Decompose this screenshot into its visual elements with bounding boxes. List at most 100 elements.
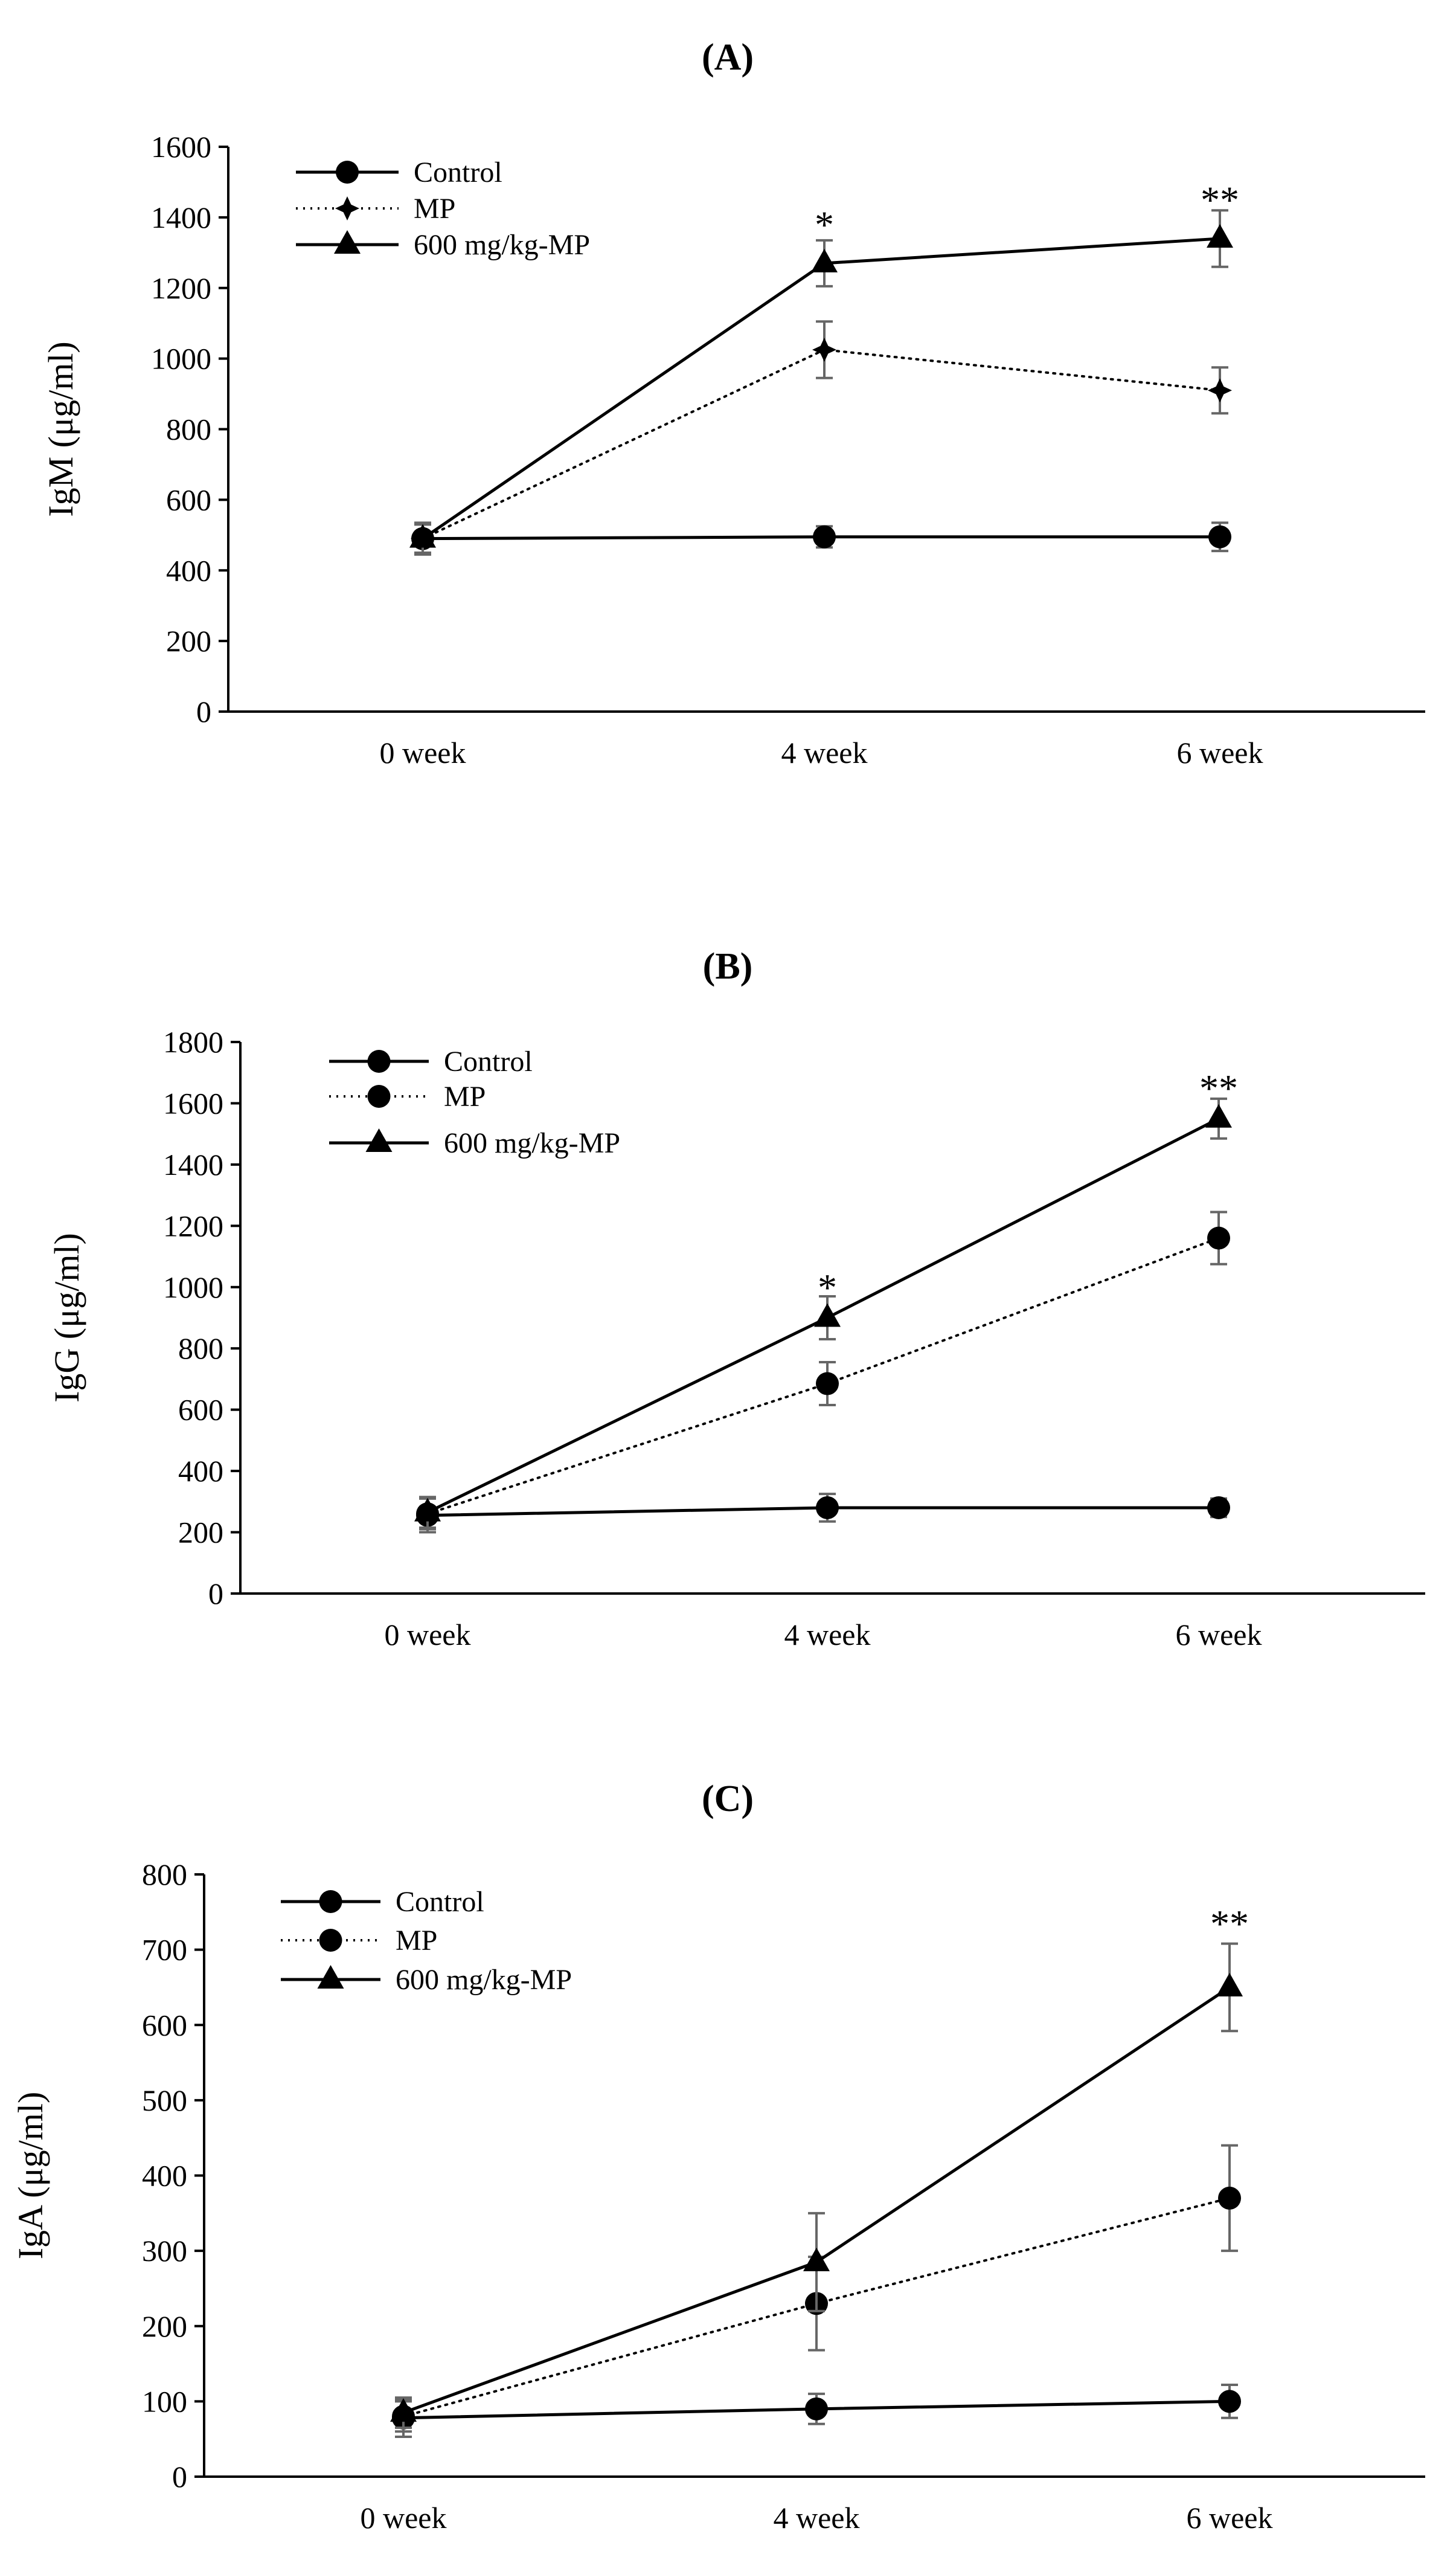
data-point [1218, 2390, 1241, 2413]
panel-title: (C) [702, 1778, 754, 1819]
significance-marker: ** [1210, 1902, 1249, 1945]
data-point [1205, 1104, 1232, 1128]
data-point [814, 1303, 841, 1327]
y-tick-label: 100 [142, 2384, 187, 2418]
x-tick-label: 6 week [1176, 1618, 1262, 1652]
chart-panel-b: (B) 0 200 400 600 800 1000 1200 1400 1600 1800 0 we… [47, 946, 1425, 1652]
series-mp [416, 1211, 1230, 1531]
y-tick-label: 200 [142, 2309, 187, 2343]
series-600-mg-kg-mp [390, 1942, 1243, 2429]
series-control [411, 521, 1231, 556]
series-600-mg-kg-mp [409, 209, 1233, 555]
series-600-mg-kg-mp [414, 1097, 1232, 1529]
data-point [812, 338, 836, 362]
data-point [813, 525, 836, 548]
legend-label: MP [396, 1925, 437, 1957]
y-tick-label: 1400 [163, 1148, 223, 1182]
y-tick-label: 1800 [163, 1025, 223, 1059]
y-tick-label: 800 [178, 1331, 223, 1365]
legend-marker [365, 1128, 393, 1152]
legend-label: Control [414, 156, 502, 188]
legend: Control MP 600 mg/kg-MP [281, 1886, 572, 1996]
y-tick-label: 1200 [163, 1209, 223, 1243]
series-control [416, 1493, 1230, 1534]
chart-panel-a: (A) 0 200 400 600 800 1000 1200 1400 1600 0 week 4 … [41, 37, 1425, 770]
legend-label: 600 mg/kg-MP [414, 229, 590, 261]
panel-title: (B) [703, 946, 753, 987]
y-tick-label: 0 [208, 1577, 223, 1610]
x-tick-label: 4 week [774, 2501, 860, 2535]
y-tick-label: 500 [142, 2083, 187, 2117]
legend-marker [317, 1965, 344, 1989]
y-tick-label: 1600 [151, 130, 211, 164]
data-point [1216, 1972, 1243, 1996]
legend-label: MP [414, 193, 455, 225]
legend: Control MP 600 mg/kg-MP [296, 156, 590, 261]
y-tick-label: 1400 [151, 201, 211, 234]
legend-marker [319, 1929, 342, 1952]
y-tick-label: 600 [142, 2008, 187, 2042]
significance-marker: ** [1199, 1067, 1238, 1110]
legend-marker [336, 161, 359, 184]
y-tick-label: 1000 [163, 1270, 223, 1304]
chart-panel-c: (C) 0 100 200 300 400 500 600 700 800 0 week 4 week… [11, 1778, 1425, 2535]
legend-label: Control [396, 1886, 484, 1918]
y-tick-label: 1200 [151, 271, 211, 305]
legend-marker [367, 1085, 391, 1108]
panel-title: (A) [702, 37, 754, 78]
y-tick-label: 200 [178, 1516, 223, 1549]
x-tick-label: 6 week [1187, 2501, 1273, 2535]
y-axis-label: IgA (μg/ml) [11, 2092, 50, 2260]
x-tick-label: 4 week [784, 1618, 871, 1652]
y-axis-label: IgM (μg/ml) [41, 341, 80, 516]
legend-label: 600 mg/kg-MP [396, 1964, 572, 1996]
significance-marker: * [818, 1266, 837, 1309]
y-tick-label: 400 [178, 1454, 223, 1488]
y-tick-label: 400 [142, 2159, 187, 2193]
legend-label: Control [444, 1046, 533, 1078]
legend-label: 600 mg/kg-MP [444, 1127, 620, 1159]
data-point [805, 2397, 828, 2420]
y-tick-label: 600 [178, 1393, 223, 1427]
data-point [1218, 2186, 1241, 2210]
y-tick-label: 1000 [151, 342, 211, 376]
legend-marker [367, 1050, 391, 1073]
data-point [1207, 1226, 1230, 1250]
data-point [816, 1372, 839, 1395]
data-point [1208, 525, 1231, 548]
y-tick-label: 1600 [163, 1086, 223, 1120]
data-point [816, 1496, 839, 1519]
data-point [414, 1497, 441, 1522]
series-mp [411, 320, 1232, 555]
x-tick-label: 0 week [385, 1618, 471, 1652]
y-tick-label: 0 [172, 2460, 187, 2494]
significance-marker: * [815, 204, 834, 246]
y-tick-label: 300 [142, 2234, 187, 2268]
y-tick-label: 0 [196, 695, 211, 729]
data-point [390, 2398, 417, 2422]
data-point [1208, 378, 1232, 403]
x-tick-label: 0 week [380, 736, 466, 770]
x-tick-label: 4 week [781, 736, 868, 770]
significance-marker: ** [1201, 179, 1239, 222]
y-tick-label: 200 [166, 624, 211, 658]
y-axis-label: IgG (μg/ml) [47, 1233, 86, 1403]
y-tick-label: 800 [142, 1857, 187, 1891]
series-control [392, 2383, 1241, 2438]
x-tick-label: 6 week [1177, 736, 1263, 770]
data-point [409, 524, 436, 548]
y-tick-label: 600 [166, 483, 211, 516]
data-point [811, 248, 838, 272]
data-point [1207, 224, 1233, 248]
legend-marker [319, 1890, 342, 1913]
y-tick-label: 700 [142, 1933, 187, 1967]
y-tick-label: 400 [166, 553, 211, 587]
series-line [421, 237, 1222, 541]
x-tick-label: 0 week [361, 2501, 447, 2535]
data-point [803, 2247, 830, 2271]
legend-marker [335, 196, 359, 220]
data-point [1207, 1496, 1230, 1519]
y-tick-label: 800 [166, 413, 211, 446]
